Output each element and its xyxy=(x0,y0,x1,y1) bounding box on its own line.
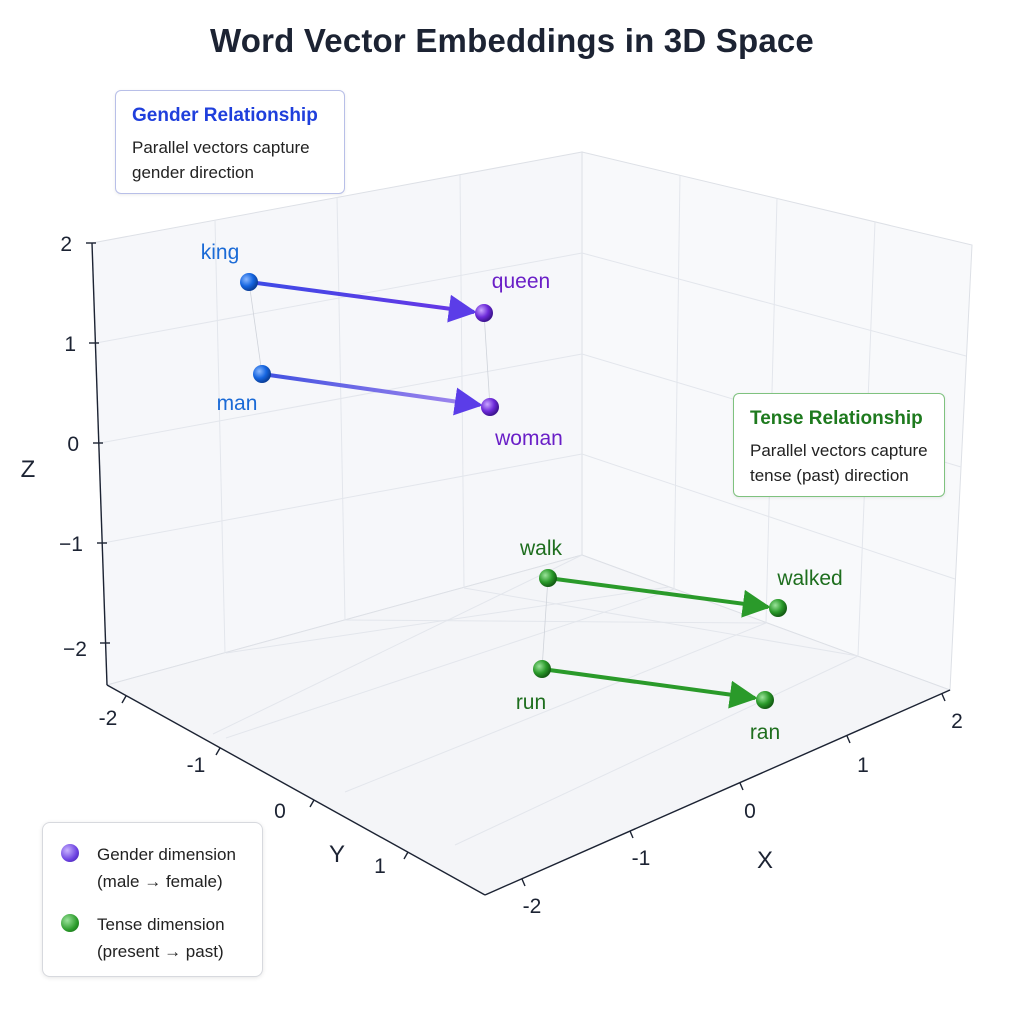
x-axis-title: X xyxy=(757,847,773,874)
z-tick-label: 0 xyxy=(67,433,79,456)
label-run: run xyxy=(516,691,546,714)
point-king xyxy=(240,273,258,291)
y-tick-label: 0 xyxy=(274,800,286,823)
x-tick-label: 0 xyxy=(744,800,756,823)
tense-annotation-box: Tense Relationship Parallel vectors capt… xyxy=(733,393,945,497)
legend-label-tense: Tense dimension xyxy=(97,915,225,934)
y-tick-label: 1 xyxy=(374,855,386,878)
tense-annotation-title: Tense Relationship xyxy=(750,408,923,429)
axes xyxy=(91,242,951,896)
label-walk: walk xyxy=(519,537,563,560)
y-axis-title: Y xyxy=(329,841,345,868)
label-king: king xyxy=(201,241,240,264)
x-tick-label: 2 xyxy=(951,710,963,733)
legend-marker-gender xyxy=(61,844,79,862)
label-man: man xyxy=(217,392,258,415)
point-run xyxy=(533,660,551,678)
x-tick-label: -1 xyxy=(632,847,651,870)
arrow-king-queen xyxy=(248,280,477,323)
point-walked xyxy=(769,599,787,617)
legend-sublabel-tense: (present → past) xyxy=(97,942,224,961)
legend: Gender dimension (male → female) Tense d… xyxy=(42,822,263,977)
gridlines xyxy=(95,174,967,846)
point-queen xyxy=(475,304,493,322)
gender-annotation-title: Gender Relationship xyxy=(132,105,318,126)
chart-title: Word Vector Embeddings in 3D Space xyxy=(210,22,814,59)
arrow-run-ran xyxy=(541,667,758,709)
arrow-walk-walked xyxy=(547,576,771,618)
points xyxy=(240,273,787,709)
point-walk xyxy=(539,569,557,587)
x-tick-label: -2 xyxy=(523,895,542,918)
x-axis-line xyxy=(484,689,951,896)
z-tick-label: 2 xyxy=(60,233,72,256)
arrow-man-woman xyxy=(261,372,483,416)
point-ran xyxy=(756,691,774,709)
label-walked: walked xyxy=(776,567,842,590)
point-man xyxy=(253,365,271,383)
label-ran: ran xyxy=(750,721,780,744)
y-tick-label: -2 xyxy=(99,707,118,730)
vectors xyxy=(248,280,771,709)
z-tick-label: 1 xyxy=(64,333,76,356)
panes xyxy=(91,151,973,896)
label-woman: woman xyxy=(494,427,563,450)
point-woman xyxy=(481,398,499,416)
label-queen: queen xyxy=(492,270,550,293)
legend-marker-tense xyxy=(61,914,79,932)
gender-annotation-text: Parallel vectors capture gender directio… xyxy=(132,138,310,182)
y-tick-label: -1 xyxy=(187,754,206,777)
z-tick-label: −1 xyxy=(59,533,83,556)
tense-annotation-text: Parallel vectors capture tense (past) di… xyxy=(750,441,928,485)
z-axis-line xyxy=(91,242,108,686)
y-axis-line xyxy=(106,684,486,896)
drop-lines xyxy=(248,281,549,670)
tick-marks xyxy=(86,242,946,887)
legend-label-gender: Gender dimension xyxy=(97,845,236,864)
z-tick-label: −2 xyxy=(63,638,87,661)
legend-sublabel-gender: (male → female) xyxy=(97,872,223,891)
gender-annotation-box: Gender Relationship Parallel vectors cap… xyxy=(115,90,345,194)
z-axis-title: Z xyxy=(21,456,36,483)
x-tick-label: 1 xyxy=(857,754,869,777)
